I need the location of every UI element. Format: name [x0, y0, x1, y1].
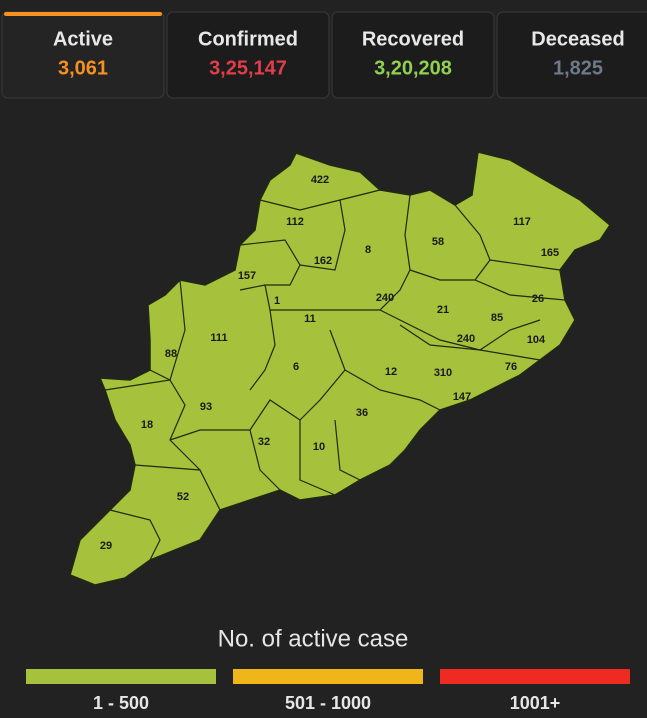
legend: 1 - 500 501 - 1000 1001+ [26, 669, 630, 713]
tab[interactable]: Active 3,061 [1, 11, 165, 99]
district-count: 36 [356, 407, 368, 419]
tab-value: 3,061 [58, 57, 108, 79]
district-count: 147 [453, 391, 471, 403]
district-count: 162 [314, 255, 332, 267]
district-labels: 422 112 117 165 162 8 58 157 1 240 26 21 11 85 111 240 1… [100, 174, 559, 552]
district-count: 26 [532, 293, 544, 305]
legend-label: 1001+ [510, 693, 561, 713]
tab-value: 1,825 [553, 57, 603, 79]
district-count: 93 [200, 401, 212, 413]
district-count: 157 [238, 270, 256, 282]
tab[interactable]: Deceased 1,825 [496, 11, 647, 99]
district-count: 422 [311, 174, 329, 186]
tab-background [166, 11, 330, 99]
district-count: 240 [376, 292, 394, 304]
district-count: 310 [434, 367, 452, 379]
tab[interactable]: Confirmed 3,25,147 [166, 11, 330, 99]
district-count: 52 [177, 491, 189, 503]
tab-label: Deceased [531, 28, 624, 50]
legend-swatch [233, 669, 423, 684]
district-count: 32 [258, 436, 270, 448]
tab[interactable]: Recovered 3,20,208 [331, 11, 495, 99]
legend-label: 501 - 1000 [285, 693, 371, 713]
district-count: 10 [313, 441, 325, 453]
tab-background [1, 11, 165, 99]
district-count: 1 [274, 295, 280, 307]
district-count: 6 [293, 361, 299, 373]
tab-background [496, 11, 647, 99]
tab-background [331, 11, 495, 99]
district-count: 58 [432, 236, 444, 248]
district-count: 112 [286, 216, 304, 228]
tab-value: 3,20,208 [374, 57, 452, 79]
legend-label: 1 - 500 [93, 693, 149, 713]
district-count: 76 [505, 361, 517, 373]
tab-active-indicator [4, 12, 162, 16]
tab-label: Recovered [362, 28, 464, 50]
legend-swatch [26, 669, 216, 684]
tab-bar: Active 3,061 Confirmed 3,25,147 Recovered 3,2… [1, 11, 647, 99]
district-count: 240 [457, 333, 475, 345]
district-count: 18 [141, 419, 153, 431]
state-map: 422 112 117 165 162 8 58 157 1 240 26 21 11 85 111 240 1… [69, 151, 611, 586]
district-count: 111 [210, 332, 227, 344]
district-count: 104 [527, 334, 546, 346]
district-count: 85 [491, 312, 503, 324]
legend-swatch [440, 669, 630, 684]
tab-label: Active [53, 28, 113, 50]
district-count: 8 [365, 244, 371, 256]
district-count: 88 [165, 348, 177, 360]
district-count: 117 [513, 216, 531, 228]
district-count: 29 [100, 540, 112, 552]
tab-label: Confirmed [198, 28, 298, 50]
legend-title: No. of active case [218, 625, 409, 652]
district-count: 21 [437, 304, 449, 316]
district-count: 12 [385, 366, 397, 378]
district-borders [104, 189, 566, 561]
district-count: 11 [304, 313, 316, 325]
tab-value: 3,25,147 [209, 57, 287, 79]
district-count: 165 [541, 247, 559, 259]
